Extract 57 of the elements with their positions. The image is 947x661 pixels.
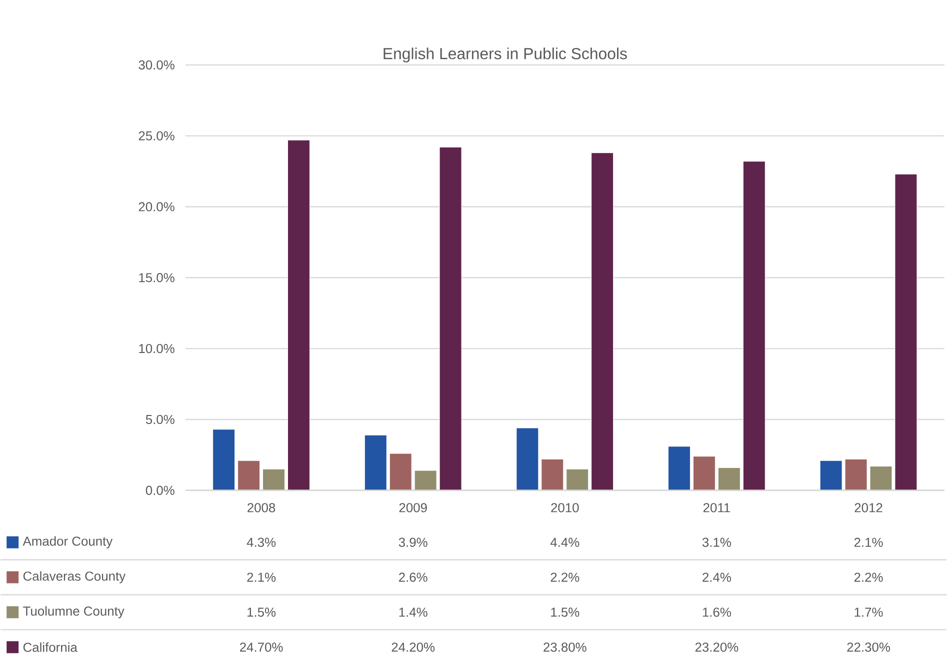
- data-label: 24.70%: [240, 642, 283, 652]
- data-label: 4.3%: [246, 538, 276, 547]
- data-label: 2.2%: [854, 572, 883, 582]
- x-tick-label: 2011: [703, 503, 730, 512]
- data-label: 1.5%: [248, 608, 276, 617]
- bar: [591, 152, 614, 491]
- data-label: 2.1%: [247, 572, 276, 582]
- bar: [262, 468, 285, 491]
- y-tick-label: 15.0%: [139, 272, 174, 282]
- bar: [870, 466, 892, 491]
- bar: [718, 467, 740, 491]
- legend-label: California: [23, 642, 78, 652]
- bar: [389, 453, 412, 491]
- y-tick-label: 5.0%: [146, 414, 174, 424]
- data-label: 3.9%: [398, 538, 428, 547]
- data-label: 23.80%: [544, 642, 586, 652]
- y-tick-label: 20.0%: [138, 202, 174, 212]
- data-label: 24.20%: [392, 642, 435, 652]
- bar: [439, 146, 462, 491]
- x-tick-label: 2009: [399, 503, 427, 512]
- bar: [287, 140, 310, 491]
- bar: [541, 458, 564, 491]
- bar: [364, 434, 387, 491]
- bar: [820, 460, 842, 491]
- bar: [414, 470, 437, 491]
- y-tick-label: 25.0%: [138, 131, 174, 140]
- data-label: 23.20%: [695, 642, 738, 652]
- legend-label: Calaveras County: [23, 571, 126, 584]
- bar: [742, 161, 766, 491]
- data-label: 4.4%: [550, 538, 580, 547]
- data-label: 1.6%: [702, 608, 731, 617]
- bar: [668, 446, 690, 491]
- bar: [844, 458, 868, 491]
- chart-title: English Learners in Public Schools: [384, 48, 627, 62]
- y-tick-label: 10.0%: [139, 344, 174, 354]
- x-tick-label: 2008: [248, 503, 276, 512]
- bar: [516, 428, 539, 491]
- data-label: 2.4%: [702, 572, 731, 582]
- data-label: 2.1%: [854, 538, 883, 547]
- bar: [894, 174, 918, 491]
- data-label: 1.5%: [551, 608, 580, 617]
- bar: [212, 429, 236, 491]
- data-label: 1.7%: [854, 608, 883, 617]
- legend-label: Amador County: [22, 536, 113, 548]
- bar: [238, 460, 260, 491]
- data-label: 22.30%: [847, 642, 890, 652]
- data-label: 2.2%: [550, 572, 580, 582]
- y-tick-label: 30.0%: [138, 60, 174, 70]
- data-label: 3.1%: [702, 538, 731, 547]
- legend-label: Tuolumne County: [23, 606, 124, 618]
- x-tick-label: 2012: [854, 503, 882, 512]
- x-tick-label: 2010: [551, 503, 579, 512]
- bar: [566, 468, 589, 491]
- y-tick-label: 0.0%: [146, 486, 174, 495]
- data-label: 2.6%: [399, 572, 428, 582]
- bar: [692, 456, 716, 491]
- data-label: 1.4%: [399, 608, 428, 617]
